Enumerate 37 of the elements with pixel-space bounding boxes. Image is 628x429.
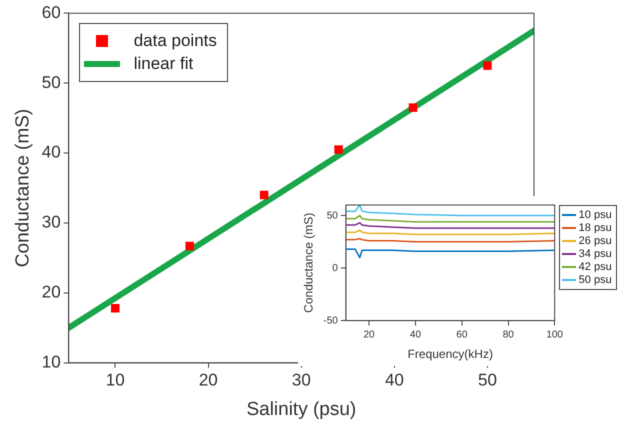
y-tick-label: 0	[332, 262, 338, 274]
y-tick-label: 10	[42, 352, 61, 372]
y-axis-title: Conductance (mS)	[12, 108, 34, 268]
y-tick-label: 60	[42, 2, 61, 22]
legend-label: 50 psu	[578, 274, 612, 286]
legend-label: linear fit	[134, 54, 194, 74]
x-tick-label: 20	[198, 370, 218, 390]
x-axis-title: Salinity (psu)	[246, 398, 356, 420]
point	[408, 103, 418, 112]
x-tick-label: 100	[546, 329, 564, 340]
legend-label: 10 psu	[578, 209, 612, 221]
y-tick-label: 40	[42, 142, 61, 162]
legend-label: data points	[134, 31, 217, 52]
x-tick-label: 10	[106, 370, 125, 390]
legend-label: 18 psu	[578, 222, 612, 234]
legend-label: 42 psu	[578, 261, 612, 273]
x-tick-label: 60	[456, 329, 468, 340]
x-tick-label: 40	[410, 329, 422, 340]
y-tick-label: -50	[323, 315, 338, 326]
point	[483, 61, 492, 70]
x-tick-label: 20	[363, 329, 376, 340]
x-tick-label: 30	[292, 370, 311, 390]
point	[260, 190, 268, 200]
point	[185, 242, 194, 250]
y-tick-label: 20	[42, 282, 61, 302]
point	[334, 145, 343, 154]
y-tick-label: 50	[42, 72, 61, 92]
legend-label: 26 psu	[578, 235, 612, 247]
legend-label: 34 psu	[578, 248, 612, 260]
y-tick-label: 50	[326, 210, 338, 222]
point	[110, 304, 120, 313]
x-axis-title: Frequency(kHz)	[408, 347, 493, 362]
y-axis-title: Conductance (mS)	[302, 212, 316, 313]
x-tick-label: 40	[384, 370, 404, 390]
x-tick-label: 80	[502, 329, 514, 340]
y-tick-label: 30	[42, 212, 61, 232]
x-tick-label: 50	[478, 370, 497, 390]
